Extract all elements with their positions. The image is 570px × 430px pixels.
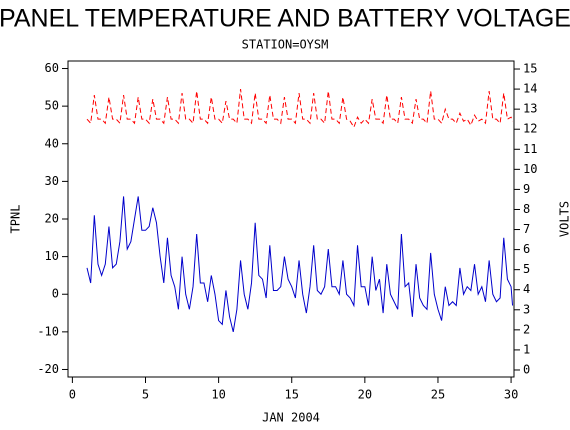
y-tick-label: 60 <box>45 61 59 75</box>
y2-tick-label: 5 <box>523 262 530 276</box>
y-tick-label: 50 <box>45 99 59 113</box>
y-tick-label: 40 <box>45 136 59 150</box>
y2-tick-label: 10 <box>523 162 537 176</box>
x-axis-label: JAN 2004 <box>262 411 320 425</box>
y2-tick-label: 7 <box>523 222 530 236</box>
x-tick-label: 5 <box>142 388 149 402</box>
y2-tick-label: 0 <box>523 362 530 376</box>
y-tick-label: 10 <box>45 249 59 263</box>
y-tick-label: 20 <box>45 212 59 226</box>
y-tick-label: 30 <box>45 174 59 188</box>
x-tick-label: 10 <box>211 388 225 402</box>
y2-tick-label: 1 <box>523 342 530 356</box>
y2-tick-label: 13 <box>523 102 537 116</box>
y2-axis-label: VOLTS <box>558 201 570 237</box>
y2-tick-label: 8 <box>523 202 530 216</box>
y-tick-label: 0 <box>52 287 59 301</box>
y2-tick-label: 2 <box>523 322 530 336</box>
x-tick-label: 25 <box>431 388 445 402</box>
y2-tick-label: 4 <box>523 282 530 296</box>
chart-title: PANEL TEMPERATURE AND BATTERY VOLTAGE <box>0 5 570 33</box>
y-axis-label: TPNL <box>9 205 23 234</box>
x-tick-label: 0 <box>69 388 76 402</box>
y2-tick-label: 6 <box>523 242 530 256</box>
y2-tick-label: 12 <box>523 122 537 136</box>
y2-tick-label: 14 <box>523 82 537 96</box>
y-tick-label: -20 <box>37 362 59 376</box>
y2-tick-label: 9 <box>523 182 530 196</box>
x-tick-label: 15 <box>285 388 299 402</box>
y2-tick-label: 3 <box>523 302 530 316</box>
y2-tick-label: 11 <box>523 142 537 156</box>
x-tick-label: 30 <box>504 388 518 402</box>
y2-tick-label: 15 <box>523 62 537 76</box>
series-line <box>86 89 514 129</box>
series-line <box>86 196 514 332</box>
x-tick-label: 20 <box>358 388 372 402</box>
y-tick-label: -10 <box>37 324 59 338</box>
chart-subtitle: STATION=OYSM <box>242 38 329 52</box>
